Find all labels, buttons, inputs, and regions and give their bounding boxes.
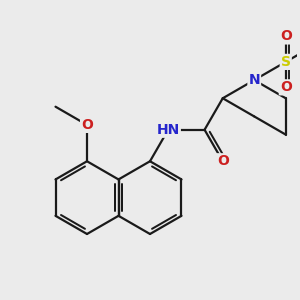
Text: S: S xyxy=(281,55,291,69)
Text: O: O xyxy=(280,80,292,94)
Text: O: O xyxy=(280,29,292,44)
Text: HN: HN xyxy=(157,123,180,137)
Text: O: O xyxy=(81,118,93,132)
Text: N: N xyxy=(248,73,260,87)
Text: O: O xyxy=(217,154,229,168)
